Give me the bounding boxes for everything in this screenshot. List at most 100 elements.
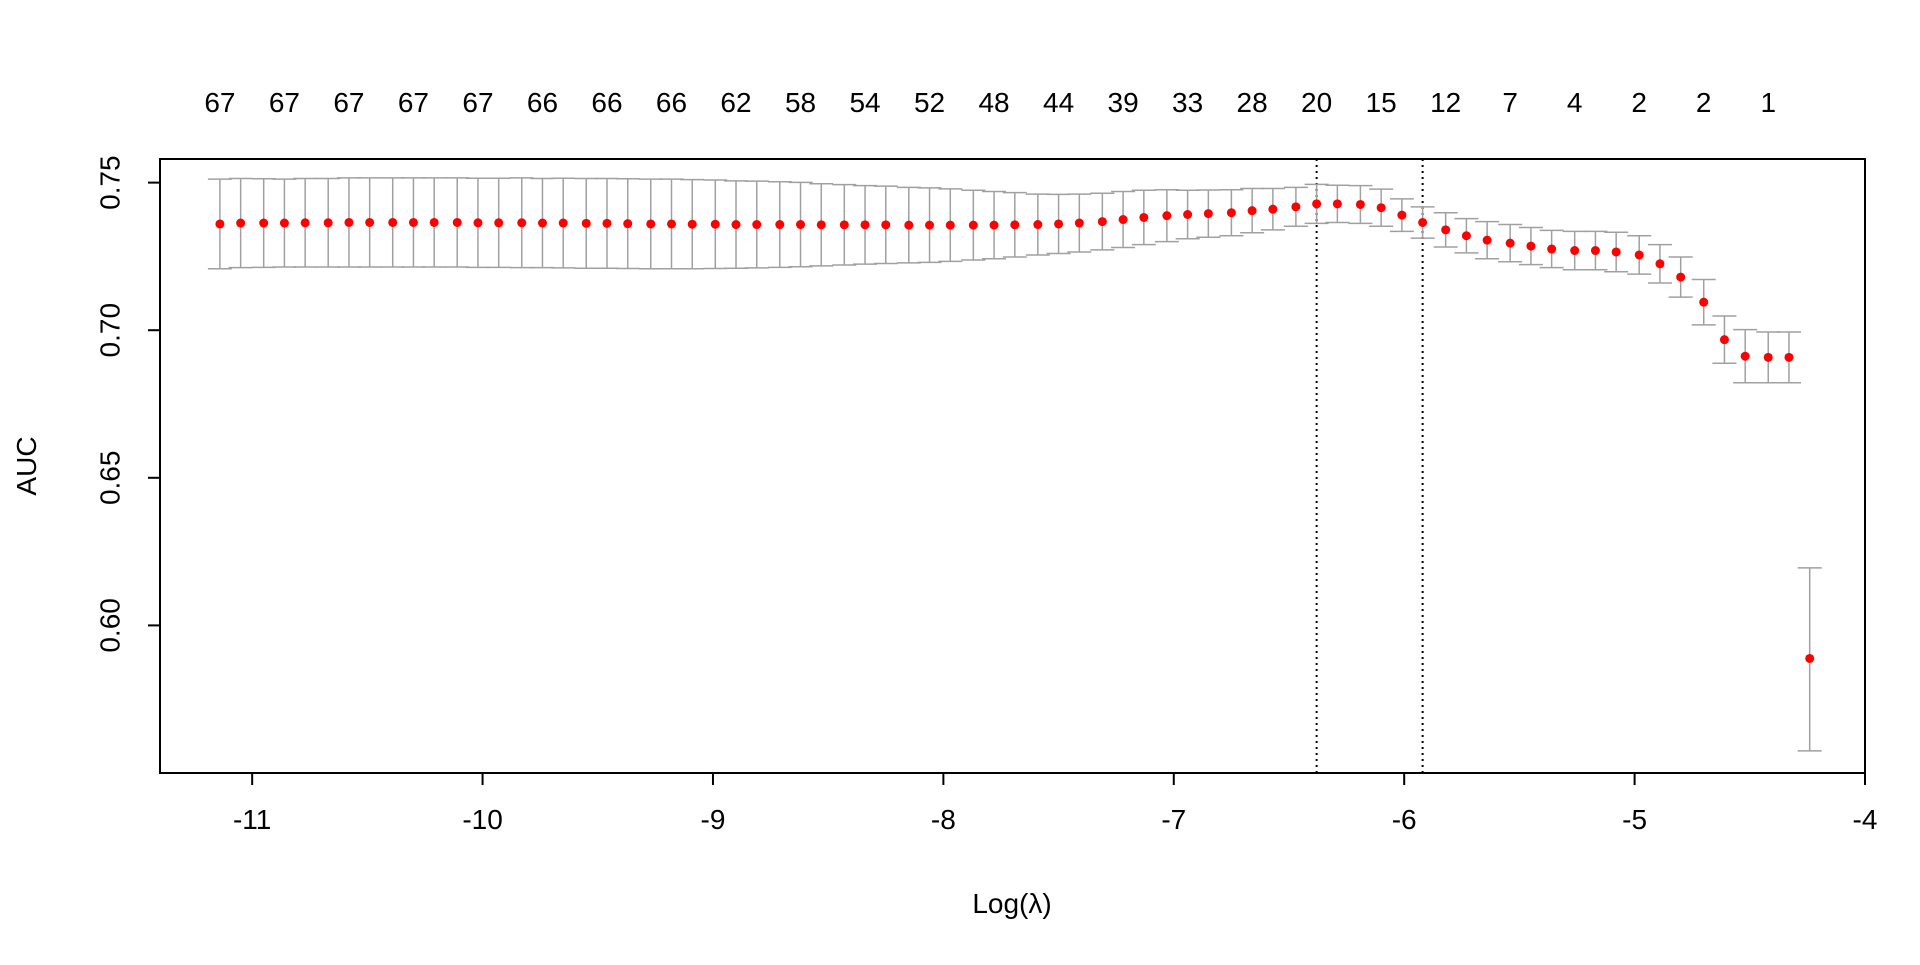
data-point <box>1097 217 1107 227</box>
x-axis: -11 -10 -9 -8 -7 -6 -5 -4 <box>233 772 1877 835</box>
data-point <box>945 220 955 230</box>
data-point <box>388 217 398 227</box>
y-axis-label: AUC <box>11 436 42 495</box>
data-point <box>344 217 354 227</box>
data-point <box>1162 211 1172 221</box>
data-point <box>796 220 806 230</box>
data-point <box>1203 209 1213 219</box>
top-axis-label: 66 <box>527 87 558 118</box>
y-tick-label: 0.75 <box>94 155 125 210</box>
data-point <box>1461 231 1471 241</box>
top-axis-label: 48 <box>978 87 1009 118</box>
top-axis-label: 33 <box>1172 87 1203 118</box>
top-axis-label: 54 <box>849 87 880 118</box>
data-point <box>1740 351 1750 361</box>
data-point <box>925 220 935 230</box>
data-point <box>752 220 762 230</box>
x-tick-label: -8 <box>931 804 956 835</box>
reference-lines <box>1315 159 1424 773</box>
x-tick-label: -7 <box>1161 804 1186 835</box>
y-tick-label: 0.65 <box>94 451 125 506</box>
data-point <box>1699 297 1709 307</box>
top-axis-label: 20 <box>1301 87 1332 118</box>
x-tick-label: -11 <box>233 804 271 835</box>
data-point <box>710 219 720 229</box>
data-point <box>1118 215 1128 225</box>
x-tick-label: -10 <box>462 804 502 835</box>
data-point <box>1441 225 1451 235</box>
x-tick-label: -9 <box>701 804 726 835</box>
top-axis-label: 58 <box>785 87 816 118</box>
data-point <box>1226 208 1236 218</box>
data-point <box>1482 235 1492 245</box>
y-tick-label: 0.70 <box>94 303 125 358</box>
data-point <box>1676 272 1686 282</box>
data-point <box>816 220 826 230</box>
x-axis-label: Log(λ) <box>972 888 1051 919</box>
top-axis-label: 52 <box>914 87 945 118</box>
data-point <box>1183 209 1193 219</box>
data-point <box>1590 246 1600 256</box>
top-axis-label: 7 <box>1502 87 1518 118</box>
top-axis-label: 67 <box>462 87 493 118</box>
top-axis-label: 66 <box>656 87 687 118</box>
data-point <box>1570 246 1580 256</box>
data-point <box>602 218 612 228</box>
data-point <box>1505 238 1515 248</box>
top-axis-label: 67 <box>204 87 235 118</box>
x-tick-label: -5 <box>1622 804 1647 835</box>
data-point <box>1139 212 1149 222</box>
data-point <box>968 220 978 230</box>
y-axis: 0.60 0.65 0.70 0.75 <box>94 155 161 653</box>
data-point <box>236 218 246 228</box>
top-axis-label: 67 <box>269 87 300 118</box>
data-point <box>494 218 504 228</box>
data-points <box>215 199 1815 663</box>
top-axis-label: 67 <box>398 87 429 118</box>
data-point <box>904 220 914 230</box>
data-point <box>1418 217 1428 227</box>
data-point <box>408 217 418 227</box>
data-point <box>537 218 547 228</box>
data-point <box>323 218 333 228</box>
data-point <box>881 220 891 230</box>
data-point <box>1526 241 1536 251</box>
data-point <box>452 217 462 227</box>
top-axis-label: 44 <box>1043 87 1074 118</box>
data-point <box>1312 199 1322 209</box>
top-axis-labels: 67 67 67 67 67 66 66 66 62 58 54 52 48 44 39 33 28 20 15 12… <box>204 87 1776 118</box>
top-axis-label: 67 <box>333 87 364 118</box>
top-axis-label: 2 <box>1631 87 1647 118</box>
data-point <box>1376 203 1386 213</box>
x-tick-label: -6 <box>1392 804 1417 835</box>
data-point <box>1054 219 1064 229</box>
top-axis-label: 62 <box>720 87 751 118</box>
data-point <box>839 220 849 230</box>
data-point <box>1655 259 1665 269</box>
data-point <box>1268 204 1278 214</box>
data-point <box>1355 199 1365 209</box>
data-point <box>623 219 633 229</box>
data-point <box>1805 653 1815 663</box>
data-point <box>1033 220 1043 230</box>
data-point <box>473 218 483 228</box>
data-point <box>1247 206 1257 216</box>
data-point <box>259 218 269 228</box>
data-point <box>1074 218 1084 228</box>
data-point <box>1332 199 1342 209</box>
top-axis-label: 1 <box>1760 87 1776 118</box>
top-axis-label: 12 <box>1430 87 1461 118</box>
top-axis-label: 28 <box>1237 87 1268 118</box>
data-point <box>1611 247 1621 257</box>
data-point <box>300 218 310 228</box>
data-point <box>279 218 289 228</box>
data-point <box>1547 244 1557 254</box>
data-point <box>775 220 785 230</box>
data-point <box>1784 352 1794 362</box>
top-axis-label: 4 <box>1567 87 1583 118</box>
data-point <box>558 218 568 228</box>
data-point <box>1291 202 1301 212</box>
data-point <box>1634 250 1644 260</box>
data-point <box>989 220 999 230</box>
